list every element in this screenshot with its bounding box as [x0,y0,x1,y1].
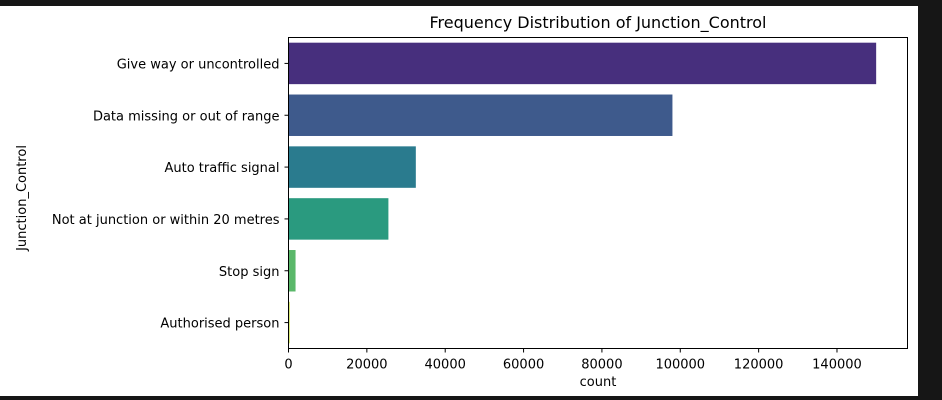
x-tick-label-7: 140000 [812,358,862,373]
x-tick-label-5: 100000 [655,358,705,373]
bar-2 [288,146,416,188]
x-axis-title: count [580,375,617,390]
y-axis-title: Junction_Control [15,145,30,252]
bar-chart: Frequency Distribution of Junction_Contr… [15,13,908,390]
y-tick-label-4: Stop sign [219,265,280,280]
bar-5 [288,301,290,344]
y-axis-ticks: Give way or uncontrolled Data missing or … [52,57,289,332]
x-tick-label-0: 0 [284,358,292,373]
x-tick-label-6: 120000 [734,358,784,373]
x-tick-label-2: 40000 [425,358,466,373]
bar-1 [288,94,673,136]
plot-frame [288,37,908,349]
y-tick-label-0: Give way or uncontrolled [117,57,280,72]
y-tick-label-5: Authorised person [160,317,279,332]
x-axis-ticks: 0 20000 40000 60000 80000 100000 120000 140000 [284,348,862,373]
chart-figure: Frequency Distribution of Junction_Contr… [0,6,918,396]
bar-3 [288,198,389,240]
x-tick-label-3: 60000 [503,358,544,373]
bars-layer [288,42,877,344]
y-tick-label-3: Not at junction or within 20 metres [52,213,280,228]
y-tick-label-2: Auto traffic signal [164,161,279,176]
x-tick-label-1: 20000 [346,358,387,373]
chart-title: Frequency Distribution of Junction_Contr… [430,13,767,33]
bar-0 [288,42,877,85]
bar-4 [288,250,296,292]
y-tick-label-1: Data missing or out of range [93,109,280,124]
x-tick-label-4: 80000 [581,358,622,373]
